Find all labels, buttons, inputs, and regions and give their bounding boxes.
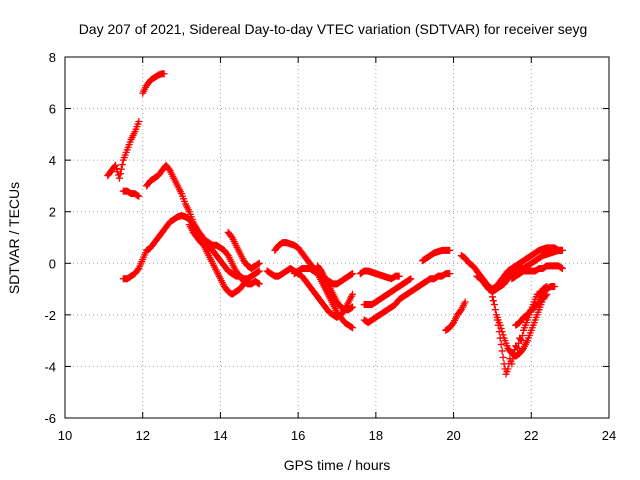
x-tick-label: 18 [369, 428, 383, 443]
series-g [224, 228, 263, 272]
data-point [498, 328, 506, 336]
data-points [104, 70, 566, 378]
data-point [488, 293, 496, 301]
grid [65, 57, 609, 418]
data-point [117, 165, 125, 173]
data-point [498, 347, 506, 355]
x-tick-label: 16 [291, 428, 305, 443]
series-h [271, 239, 357, 332]
y-tick-label: -6 [44, 411, 56, 426]
x-tick-label: 14 [213, 428, 227, 443]
series-b [139, 70, 168, 97]
series-m [360, 275, 415, 309]
y-tick-label: -4 [44, 359, 56, 374]
data-point [504, 365, 512, 373]
series-p [442, 298, 469, 334]
data-point [519, 331, 527, 339]
data-point [446, 270, 454, 278]
data-point [499, 353, 507, 361]
data-point [461, 298, 469, 306]
data-point [497, 341, 505, 349]
x-tick-label: 22 [524, 428, 538, 443]
data-point [116, 170, 124, 178]
data-point [349, 324, 357, 332]
data-point [135, 192, 143, 200]
data-point [446, 246, 454, 254]
data-point [115, 174, 123, 182]
data-point [499, 331, 507, 339]
data-point [490, 301, 498, 309]
data-point [255, 280, 263, 288]
data-point [407, 275, 415, 283]
data-point [118, 161, 126, 169]
series-i [263, 264, 357, 321]
data-point [349, 270, 357, 278]
y-tick-labels: -6 -4 -2 0 2 4 6 8 [44, 50, 56, 426]
series-n [356, 267, 403, 283]
x-tick-label: 10 [58, 428, 72, 443]
y-tick-label: -2 [44, 308, 56, 323]
data-point [489, 297, 497, 305]
data-point [496, 321, 504, 329]
data-point [513, 343, 521, 351]
data-point [395, 272, 403, 280]
y-axis-label: SDTVAR / TECUs [6, 182, 22, 294]
x-tick-label: 12 [135, 428, 149, 443]
data-point [517, 335, 525, 343]
plot-frame [64, 56, 610, 419]
data-point [349, 290, 357, 298]
data-point [255, 267, 263, 275]
data-point [558, 246, 566, 254]
y-tick-label: 0 [49, 256, 56, 271]
data-point [558, 264, 566, 272]
data-point [134, 266, 142, 274]
data-point [508, 360, 516, 368]
series-f [185, 221, 263, 283]
y-tick-label: 6 [49, 102, 56, 117]
data-point [255, 259, 263, 267]
x-tick-label: 24 [602, 428, 616, 443]
y-tick-label: 2 [49, 205, 56, 220]
data-point [491, 306, 499, 314]
series-o [418, 246, 454, 265]
series-u [492, 290, 551, 360]
x-tick-labels: 10 12 14 16 18 20 22 24 [58, 428, 616, 443]
series-v [512, 282, 559, 329]
series-c [119, 187, 143, 200]
data-point [349, 303, 357, 311]
x-axis-label: GPS time / hours [284, 457, 391, 473]
axis-ticks [64, 56, 610, 419]
series-s [508, 262, 566, 283]
series-r [473, 246, 566, 296]
data-point [112, 161, 120, 169]
x-tick-label: 20 [446, 428, 460, 443]
series-l [360, 270, 454, 327]
y-tick-label: 8 [49, 50, 56, 65]
data-point [497, 324, 505, 332]
chart-title: Day 207 of 2021, Sidereal Day-to-day VTE… [79, 21, 588, 37]
series-k [314, 262, 357, 314]
data-point [551, 282, 559, 290]
data-point [160, 70, 168, 78]
y-tick-label: 4 [49, 153, 56, 168]
series-a [104, 117, 143, 182]
data-point [135, 117, 143, 125]
